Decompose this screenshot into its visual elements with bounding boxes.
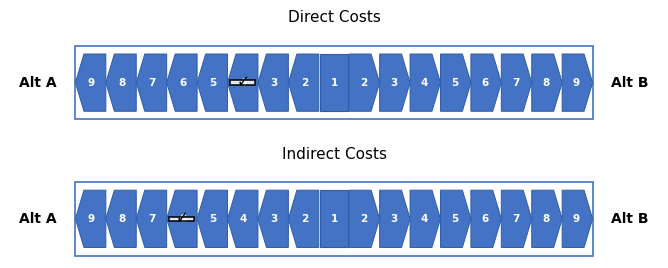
Polygon shape bbox=[379, 54, 410, 111]
Text: 7: 7 bbox=[512, 78, 519, 88]
Polygon shape bbox=[228, 190, 258, 247]
Text: 6: 6 bbox=[179, 214, 186, 224]
Text: 8: 8 bbox=[542, 78, 550, 88]
Polygon shape bbox=[471, 190, 501, 247]
Text: 6: 6 bbox=[482, 214, 489, 224]
Polygon shape bbox=[440, 190, 471, 247]
Polygon shape bbox=[501, 190, 532, 247]
Text: 5: 5 bbox=[451, 78, 458, 88]
Polygon shape bbox=[106, 54, 136, 111]
Text: 9: 9 bbox=[88, 78, 95, 88]
Polygon shape bbox=[258, 54, 289, 111]
Polygon shape bbox=[501, 54, 532, 111]
FancyBboxPatch shape bbox=[75, 182, 593, 255]
Polygon shape bbox=[289, 54, 319, 111]
Polygon shape bbox=[197, 190, 228, 247]
Polygon shape bbox=[379, 190, 410, 247]
Text: 5: 5 bbox=[210, 78, 217, 88]
Polygon shape bbox=[410, 54, 440, 111]
Text: 5: 5 bbox=[210, 214, 217, 224]
Polygon shape bbox=[349, 190, 379, 247]
Text: 4: 4 bbox=[240, 214, 247, 224]
Text: 8: 8 bbox=[118, 214, 126, 224]
Text: 8: 8 bbox=[542, 214, 550, 224]
FancyBboxPatch shape bbox=[320, 190, 348, 247]
Text: 9: 9 bbox=[573, 78, 580, 88]
Polygon shape bbox=[228, 54, 258, 111]
Text: 3: 3 bbox=[271, 214, 278, 224]
Polygon shape bbox=[258, 190, 289, 247]
Polygon shape bbox=[410, 190, 440, 247]
Text: 6: 6 bbox=[179, 78, 186, 88]
Polygon shape bbox=[471, 54, 501, 111]
Polygon shape bbox=[197, 54, 228, 111]
Polygon shape bbox=[562, 190, 593, 247]
Text: 2: 2 bbox=[301, 214, 308, 224]
Text: 2: 2 bbox=[360, 78, 367, 88]
Text: 2: 2 bbox=[360, 214, 367, 224]
Text: 6: 6 bbox=[482, 78, 489, 88]
Polygon shape bbox=[136, 54, 167, 111]
Polygon shape bbox=[289, 190, 319, 247]
FancyBboxPatch shape bbox=[75, 46, 593, 119]
Text: Alt A: Alt A bbox=[19, 76, 57, 90]
Text: Alt A: Alt A bbox=[19, 212, 57, 226]
Text: 7: 7 bbox=[512, 214, 519, 224]
Text: 8: 8 bbox=[118, 78, 126, 88]
Polygon shape bbox=[562, 54, 593, 111]
Polygon shape bbox=[440, 54, 471, 111]
Text: 9: 9 bbox=[88, 214, 95, 224]
Text: 3: 3 bbox=[271, 78, 278, 88]
Polygon shape bbox=[167, 54, 197, 111]
Text: 7: 7 bbox=[149, 214, 156, 224]
Polygon shape bbox=[75, 54, 106, 111]
FancyBboxPatch shape bbox=[320, 54, 348, 111]
Text: Direct Costs: Direct Costs bbox=[287, 10, 381, 25]
Text: 4: 4 bbox=[421, 78, 428, 88]
Text: 7: 7 bbox=[149, 78, 156, 88]
Text: Indirect Costs: Indirect Costs bbox=[281, 147, 387, 162]
Polygon shape bbox=[136, 190, 167, 247]
Text: ✓: ✓ bbox=[175, 211, 188, 226]
Text: Alt B: Alt B bbox=[611, 212, 649, 226]
FancyBboxPatch shape bbox=[230, 80, 255, 85]
Text: ✓: ✓ bbox=[236, 75, 249, 90]
Text: 3: 3 bbox=[390, 78, 397, 88]
Polygon shape bbox=[106, 190, 136, 247]
Text: 1: 1 bbox=[331, 78, 337, 88]
Polygon shape bbox=[532, 54, 562, 111]
Text: 1: 1 bbox=[331, 214, 337, 224]
Text: 2: 2 bbox=[301, 78, 308, 88]
Text: Alt B: Alt B bbox=[611, 76, 649, 90]
FancyBboxPatch shape bbox=[170, 217, 194, 221]
Text: 9: 9 bbox=[573, 214, 580, 224]
Text: 3: 3 bbox=[390, 214, 397, 224]
Polygon shape bbox=[532, 190, 562, 247]
Text: 4: 4 bbox=[240, 78, 247, 88]
Text: 5: 5 bbox=[451, 214, 458, 224]
Polygon shape bbox=[349, 54, 379, 111]
Polygon shape bbox=[167, 190, 197, 247]
Polygon shape bbox=[75, 190, 106, 247]
Text: 4: 4 bbox=[421, 214, 428, 224]
